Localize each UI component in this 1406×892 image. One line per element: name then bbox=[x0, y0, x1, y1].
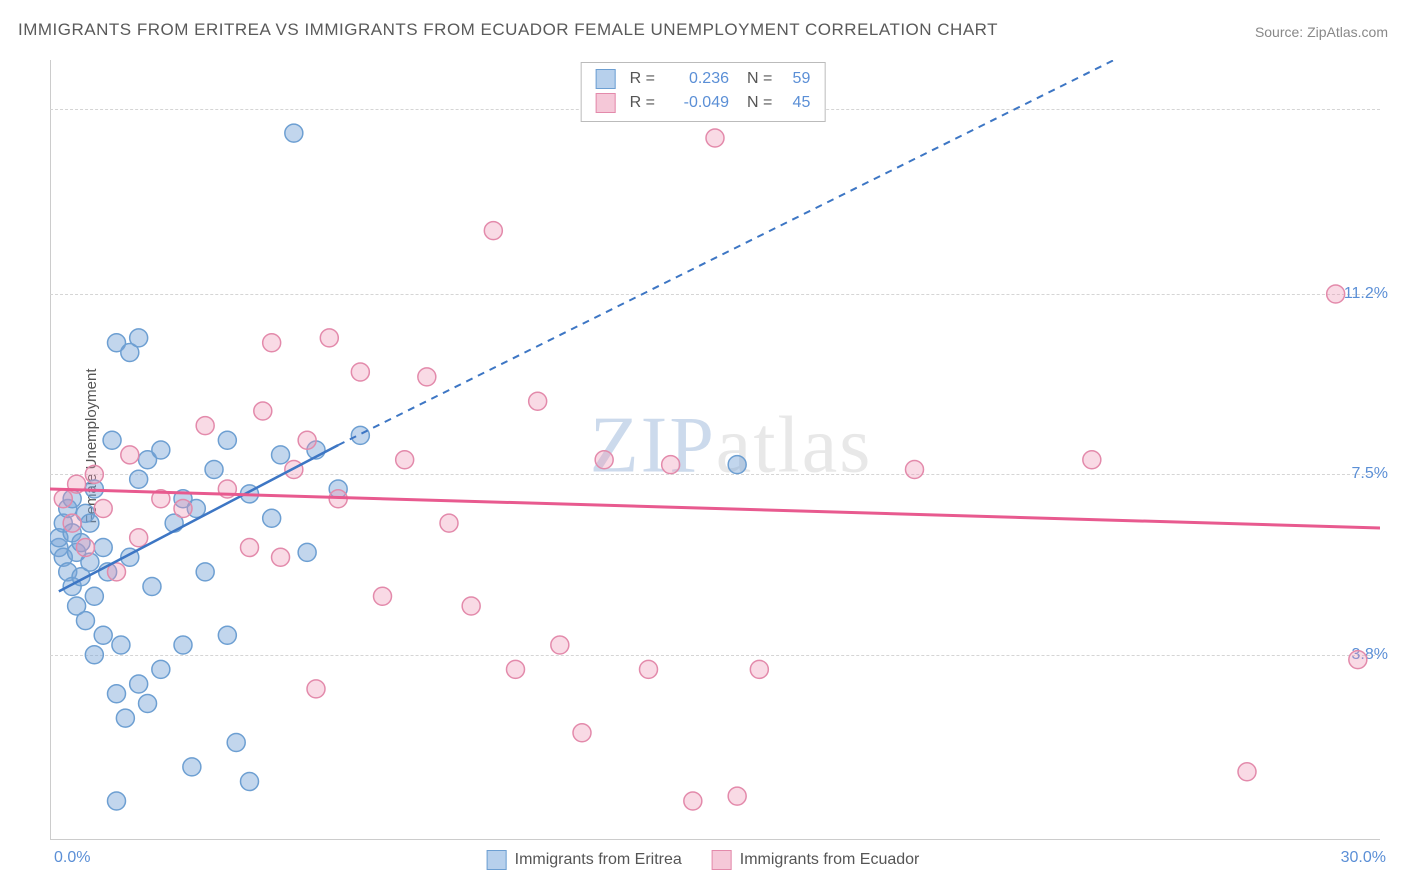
x-tick-max: 30.0% bbox=[1341, 849, 1386, 867]
data-point bbox=[551, 636, 569, 654]
data-point bbox=[750, 660, 768, 678]
data-point bbox=[529, 392, 547, 410]
data-point bbox=[484, 222, 502, 240]
data-point bbox=[227, 734, 245, 752]
data-point bbox=[254, 402, 272, 420]
n-label: N = bbox=[747, 67, 772, 91]
data-point bbox=[418, 368, 436, 386]
data-point bbox=[241, 773, 259, 791]
legend-label: Immigrants from Eritrea bbox=[515, 851, 682, 868]
data-point bbox=[143, 578, 161, 596]
data-point bbox=[130, 529, 148, 547]
data-point bbox=[85, 587, 103, 605]
legend-swatch bbox=[712, 850, 732, 870]
data-point bbox=[440, 514, 458, 532]
data-point bbox=[94, 500, 112, 518]
data-point bbox=[139, 695, 157, 713]
series-legend: Immigrants from Eritrea Immigrants from E… bbox=[487, 850, 920, 870]
r-label: R = bbox=[630, 91, 655, 115]
data-point bbox=[85, 646, 103, 664]
data-point bbox=[684, 792, 702, 810]
data-point bbox=[1238, 763, 1256, 781]
data-point bbox=[108, 792, 126, 810]
data-point bbox=[728, 456, 746, 474]
data-point bbox=[218, 626, 236, 644]
data-point bbox=[396, 451, 414, 469]
data-point bbox=[205, 461, 223, 479]
data-point bbox=[152, 660, 170, 678]
data-point bbox=[108, 685, 126, 703]
data-point bbox=[662, 456, 680, 474]
r-value: -0.049 bbox=[659, 91, 729, 115]
chart-title: IMMIGRANTS FROM ERITREA VS IMMIGRANTS FR… bbox=[18, 20, 998, 40]
data-point bbox=[640, 660, 658, 678]
data-point bbox=[462, 597, 480, 615]
data-point bbox=[63, 514, 81, 532]
legend-label: Immigrants from Ecuador bbox=[740, 851, 920, 868]
data-point bbox=[112, 636, 130, 654]
data-point bbox=[94, 539, 112, 557]
data-point bbox=[174, 636, 192, 654]
n-value: 59 bbox=[776, 67, 810, 91]
data-point bbox=[573, 724, 591, 742]
data-point bbox=[196, 563, 214, 581]
data-point bbox=[1349, 651, 1367, 669]
data-point bbox=[196, 417, 214, 435]
legend-swatch bbox=[596, 93, 616, 113]
data-point bbox=[374, 587, 392, 605]
data-point bbox=[263, 509, 281, 527]
legend-swatch bbox=[487, 850, 507, 870]
data-point bbox=[241, 539, 259, 557]
data-point bbox=[130, 470, 148, 488]
data-point bbox=[85, 465, 103, 483]
data-point bbox=[183, 758, 201, 776]
source-label: Source: bbox=[1255, 24, 1303, 40]
data-point bbox=[76, 612, 94, 630]
data-point bbox=[728, 787, 746, 805]
data-point bbox=[307, 680, 325, 698]
data-point bbox=[54, 490, 72, 508]
r-value: 0.236 bbox=[659, 67, 729, 91]
data-point bbox=[103, 431, 121, 449]
data-point bbox=[1327, 285, 1345, 303]
legend-item: Immigrants from Eritrea bbox=[487, 850, 682, 870]
data-point bbox=[298, 543, 316, 561]
data-point bbox=[906, 461, 924, 479]
data-point bbox=[1083, 451, 1101, 469]
data-point bbox=[298, 431, 316, 449]
data-point bbox=[285, 124, 303, 142]
data-point bbox=[272, 548, 290, 566]
correlation-legend: R =0.236 N =59 R =-0.049 N =45 bbox=[581, 62, 826, 122]
data-point bbox=[320, 329, 338, 347]
r-label: R = bbox=[630, 67, 655, 91]
data-point bbox=[595, 451, 613, 469]
data-point bbox=[174, 500, 192, 518]
trend-line bbox=[50, 489, 1380, 528]
source-site: ZipAtlas.com bbox=[1307, 24, 1388, 40]
data-point bbox=[218, 431, 236, 449]
correlation-row: R =0.236 N =59 bbox=[596, 67, 811, 91]
legend-swatch bbox=[596, 69, 616, 89]
data-point bbox=[272, 446, 290, 464]
data-point bbox=[263, 334, 281, 352]
data-point bbox=[81, 514, 99, 532]
data-point bbox=[351, 363, 369, 381]
data-point bbox=[116, 709, 134, 727]
data-point bbox=[121, 446, 139, 464]
n-label: N = bbox=[747, 91, 772, 115]
scatter-svg bbox=[50, 60, 1380, 840]
n-value: 45 bbox=[776, 91, 810, 115]
data-point bbox=[351, 426, 369, 444]
x-tick-min: 0.0% bbox=[54, 849, 90, 867]
data-point bbox=[76, 539, 94, 557]
data-point bbox=[94, 626, 112, 644]
data-point bbox=[706, 129, 724, 147]
data-point bbox=[152, 441, 170, 459]
data-point bbox=[507, 660, 525, 678]
correlation-row: R =-0.049 N =45 bbox=[596, 91, 811, 115]
source-attribution: Source: ZipAtlas.com bbox=[1255, 24, 1388, 40]
data-point bbox=[130, 329, 148, 347]
legend-item: Immigrants from Ecuador bbox=[712, 850, 920, 870]
data-point bbox=[130, 675, 148, 693]
